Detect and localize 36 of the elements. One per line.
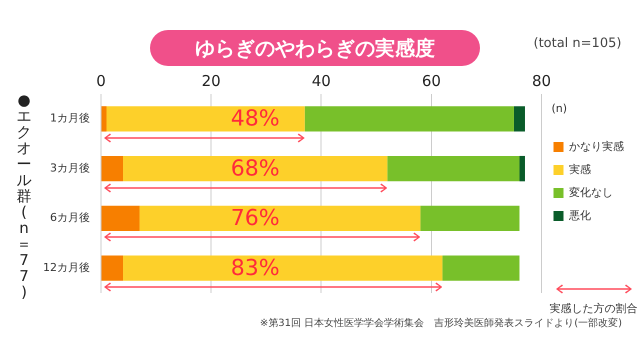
x-tick-label: 60	[422, 72, 441, 90]
bar	[101, 206, 140, 232]
annotation: 76%	[230, 206, 280, 232]
bar	[304, 106, 514, 132]
x-tick-label: 80	[532, 72, 552, 90]
annotation: 48%	[230, 106, 280, 132]
x-tick-label: 0	[96, 72, 106, 90]
bar	[519, 156, 525, 182]
y-tick-label: 3カ月後	[50, 161, 90, 174]
legend-label: 変化なし	[569, 186, 613, 199]
bar	[514, 106, 525, 132]
x-tick-label: 40	[312, 72, 331, 90]
bar	[442, 255, 520, 281]
y-tick-label: 12カ月後	[42, 260, 90, 274]
x-axis-title: (n)	[552, 102, 568, 115]
bar	[106, 106, 305, 132]
bar	[387, 156, 520, 182]
text: (total n=105)	[534, 36, 622, 51]
y-tick-label: 1カ月後	[50, 112, 90, 125]
text: ※第31回 日本女性医学学会学術集会 吉形玲美医師発表スライドより(一部改変)	[260, 316, 622, 330]
text: ●エクオール群(n＝77)	[16, 91, 32, 301]
bar	[101, 255, 124, 281]
annotation: 83%	[230, 256, 280, 281]
x-tick-label: 20	[202, 72, 221, 90]
bar	[101, 106, 107, 132]
legend-label: 実感	[569, 162, 591, 176]
annotation: 68%	[230, 156, 280, 182]
bar	[123, 255, 442, 281]
bar	[101, 156, 124, 182]
bar	[420, 206, 520, 232]
legend-label: 悪化	[568, 208, 591, 222]
legend-title: 実感した方の割合	[550, 301, 638, 316]
chart-title: ゆらぎのやわらぎの実感度	[150, 30, 480, 66]
bar	[123, 156, 388, 182]
legend-label: かなり実感	[569, 140, 624, 153]
y-tick-label: 6カ月後	[50, 211, 90, 224]
